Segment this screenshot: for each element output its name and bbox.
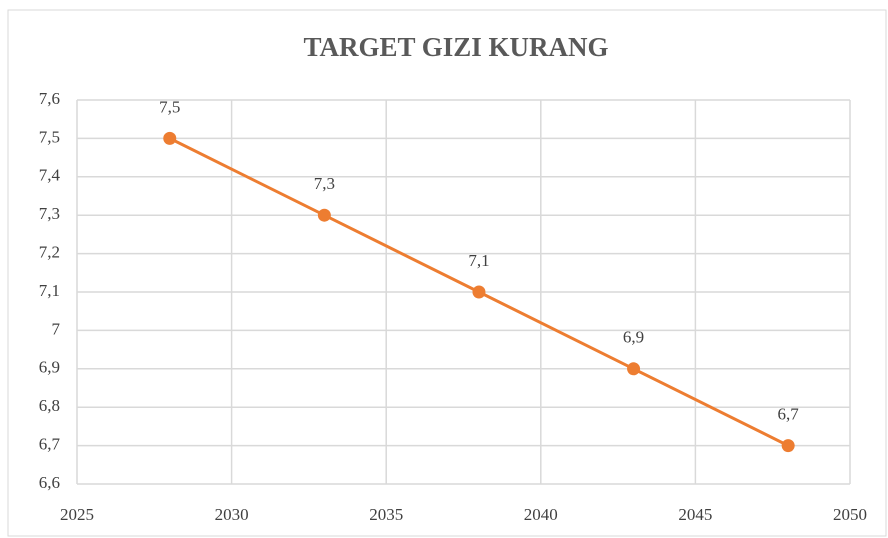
y-tick-label: 7,2 xyxy=(39,243,60,262)
data-point xyxy=(627,362,641,376)
data-label: 7,3 xyxy=(314,174,335,193)
data-label: 6,9 xyxy=(623,328,644,347)
data-label: 7,1 xyxy=(468,251,489,270)
x-tick-label: 2030 xyxy=(215,505,249,524)
chart-border xyxy=(7,9,887,537)
data-point xyxy=(781,439,795,453)
x-tick-label: 2025 xyxy=(60,505,94,524)
x-tick-label: 2035 xyxy=(369,505,403,524)
y-tick-label: 6,8 xyxy=(39,396,60,415)
y-tick-label: 6,7 xyxy=(39,435,61,454)
data-point xyxy=(472,285,486,299)
y-tick-label: 6,9 xyxy=(39,358,60,377)
y-tick-label: 6,6 xyxy=(39,473,60,492)
data-point xyxy=(163,131,177,145)
y-tick-label: 7,1 xyxy=(39,281,60,300)
data-point xyxy=(317,208,331,222)
data-label: 6,7 xyxy=(778,405,800,424)
x-tick-label: 2045 xyxy=(678,505,712,524)
data-label: 7,5 xyxy=(159,97,180,116)
y-tick-label: 7,5 xyxy=(39,127,60,146)
x-tick-label: 2040 xyxy=(524,505,558,524)
x-tick-label: 2050 xyxy=(833,505,867,524)
y-tick-label: 7,6 xyxy=(39,89,60,108)
chart-title: TARGET GIZI KURANG xyxy=(303,32,608,62)
y-tick-label: 7 xyxy=(52,319,61,338)
y-tick-label: 7,4 xyxy=(39,166,61,185)
y-tick-label: 7,3 xyxy=(39,204,60,223)
